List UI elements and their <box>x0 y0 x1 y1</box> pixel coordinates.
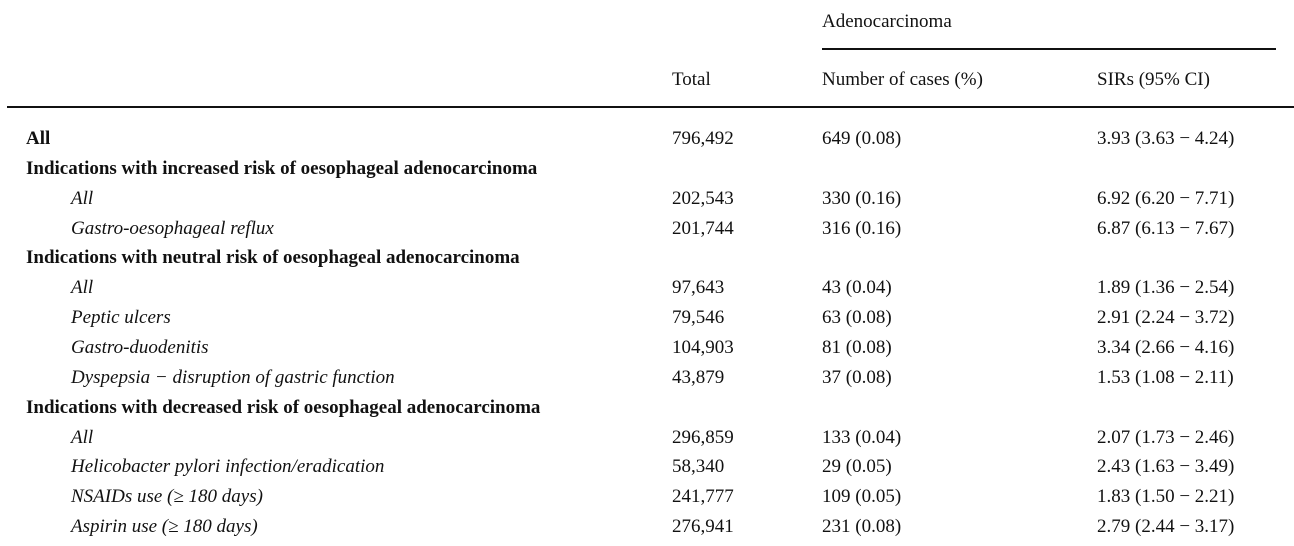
total-cell: 97,643 <box>672 277 725 299</box>
cases-cell: 81 (0.08) <box>822 336 892 358</box>
sir-cell: 1.53 (1.08 − 2.11) <box>1097 366 1234 388</box>
total-cell: 104,903 <box>672 336 734 358</box>
cases-cell: 37 (0.08) <box>822 366 892 388</box>
cases-cell: 43 (0.04) <box>822 277 892 299</box>
row-label: All <box>71 187 94 209</box>
cases-cell: 29 (0.05) <box>822 456 892 478</box>
section-title: Indications with neutral risk of oesopha… <box>26 247 520 269</box>
sir-cell: 2.43 (1.63 − 3.49) <box>1097 456 1235 478</box>
section-title: Indications with decreased risk of oesop… <box>26 396 541 418</box>
cases-cell: 133 (0.04) <box>822 426 902 448</box>
column-header: Number of cases (%) <box>822 69 983 90</box>
sir-cell: 2.91 (2.24 − 3.72) <box>1097 307 1235 329</box>
sir-cell: 1.89 (1.36 − 2.54) <box>1097 277 1235 299</box>
row-label: Gastro-duodenitis <box>71 336 209 358</box>
row-label: NSAIDs use (≥ 180 days) <box>71 486 263 508</box>
header-rule <box>7 106 1294 108</box>
section-title: Indications with increased risk of oesop… <box>26 157 538 179</box>
column-header: Total <box>672 69 711 90</box>
total-cell: 202,543 <box>672 187 734 209</box>
group-header: Adenocarcinoma <box>822 11 952 32</box>
sir-cell: 2.07 (1.73 − 2.46) <box>1097 426 1235 448</box>
row-label: All <box>71 426 94 448</box>
total-cell: 58,340 <box>672 456 725 478</box>
row-label: Helicobacter pylori infection/eradicatio… <box>71 456 385 478</box>
total-cell: 296,859 <box>672 426 734 448</box>
row-label: All <box>26 128 51 149</box>
row-label: All <box>71 277 94 299</box>
cases-cell: 63 (0.08) <box>822 307 892 329</box>
cases-cell: 231 (0.08) <box>822 516 902 538</box>
cases-cell: 649 (0.08) <box>822 128 902 149</box>
sir-cell: 2.79 (2.44 − 3.17) <box>1097 516 1235 538</box>
column-header: SIRs (95% CI) <box>1097 69 1210 90</box>
sir-cell: 6.92 (6.20 − 7.71) <box>1097 187 1235 209</box>
total-cell: 79,546 <box>672 307 725 329</box>
total-cell: 43,879 <box>672 366 725 388</box>
cases-cell: 109 (0.05) <box>822 486 902 508</box>
cases-cell: 316 (0.16) <box>822 217 902 239</box>
row-label: Dyspepsia − disruption of gastric functi… <box>71 366 395 388</box>
sir-cell: 1.83 (1.50 − 2.21) <box>1097 486 1235 508</box>
row-label: Aspirin use (≥ 180 days) <box>71 516 258 538</box>
total-cell: 201,744 <box>672 217 734 239</box>
sir-cell: 6.87 (6.13 − 7.67) <box>1097 217 1235 239</box>
sir-cell: 3.34 (2.66 − 4.16) <box>1097 336 1235 358</box>
row-label: Gastro-oesophageal reflux <box>71 217 274 239</box>
cases-cell: 330 (0.16) <box>822 187 902 209</box>
sir-cell: 3.93 (3.63 − 4.24) <box>1097 128 1235 149</box>
group-rule <box>822 48 1276 50</box>
total-cell: 276,941 <box>672 516 734 538</box>
total-cell: 796,492 <box>672 128 734 149</box>
row-label: Peptic ulcers <box>71 307 171 329</box>
total-cell: 241,777 <box>672 486 734 508</box>
